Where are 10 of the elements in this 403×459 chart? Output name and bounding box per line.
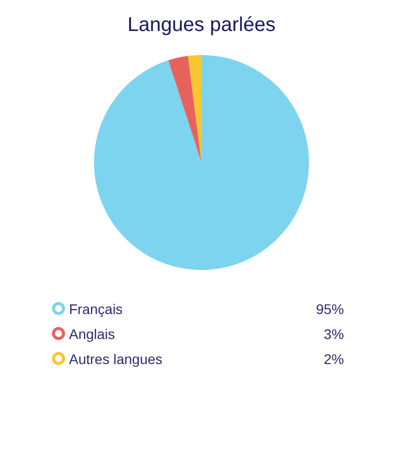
- legend-label: Anglais: [69, 326, 116, 342]
- legend-label: Autres langues: [69, 350, 164, 366]
- pie-slice: [168, 56, 202, 162]
- legend-label: Français: [69, 300, 124, 316]
- pie-slice: [94, 55, 309, 270]
- data-label: 3%: [324, 326, 344, 342]
- chart-title: Langues parlées: [128, 14, 276, 36]
- data-label: 95%: [316, 300, 344, 316]
- pie-slice: [188, 55, 202, 162]
- data-label: 2%: [324, 350, 344, 366]
